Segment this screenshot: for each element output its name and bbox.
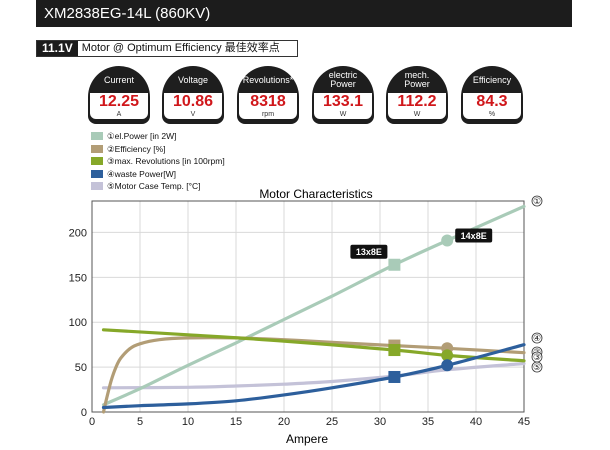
gauge-value: 12.25 [90,93,148,110]
gauge-unit: W [388,110,446,119]
gauge-label: electric Power [328,70,358,89]
y-tick-label: 150 [69,272,87,284]
legend-label: ④waste Power[W] [107,168,177,179]
y-tick-label: 200 [69,227,87,239]
highlight-marker-circle [441,234,454,247]
y-tick-label: 50 [75,362,87,374]
gauge-unit: % [463,110,521,119]
gauge-electric-power: electric Power 133.1 W [312,66,374,124]
series-end-marker [531,195,543,207]
legend-swatch [91,182,103,191]
legend-swatch [91,157,103,166]
gauge-value: 133.1 [314,93,372,110]
plot-border [91,200,525,413]
condition-description: Motor @ Optimum Efficiency 最佳效率点 [81,42,280,54]
gauge-mech-power: mech. Power 112.2 W [386,66,448,124]
x-tick-label: 25 [326,416,338,428]
gauge-value: 112.2 [388,93,446,110]
legend-swatch [91,169,103,178]
legend-item: ④waste Power[W] [91,168,225,181]
prop-label-box [350,244,388,259]
gauge-label: Current [103,75,134,85]
highlight-marker-square [388,258,401,271]
x-tick-label: 45 [518,416,530,428]
series-line [101,204,526,407]
operating-condition-bar: 11.1V Motor @ Optimum Efficiency 最佳效率点 [36,40,298,57]
prop-label: 13x8E [356,247,382,257]
highlight-marker-circle [441,359,454,372]
x-tick-label: 15 [230,416,242,428]
gauge-efficiency: Efficiency 84.3 % [461,66,523,124]
chart-legend: ①el.Power [in 2W] ②Efficiency [%] ③max. … [91,130,225,193]
x-tick-label: 30 [374,416,386,428]
model-title: XM2838EG-14L (860KV) [36,0,572,27]
gauge-value: 8318 [239,93,297,110]
gauge-voltage: Voltage 10.86 V [162,66,224,124]
legend-item: ③max. Revolutions [in 100rpm] [91,155,225,168]
series-end-marker [531,361,543,373]
series-line [101,343,526,410]
gauge-label: Voltage [177,75,209,85]
legend-label: ②Efficiency [%] [107,143,166,154]
gauge-label: mech. Power [404,70,430,89]
highlight-marker-circle [441,349,454,362]
y-tick-label: 0 [81,407,87,419]
gauge-unit: A [90,110,148,119]
x-tick-label: 5 [137,416,143,428]
legend-label: ③max. Revolutions [in 100rpm] [107,156,225,166]
series-line [101,336,526,414]
legend-swatch [91,132,103,141]
series-end-label: ⑤ [533,363,541,373]
gauge-value: 10.86 [164,93,222,110]
series-end-marker [531,332,543,344]
legend-item: ②Efficiency [%] [91,143,225,156]
legend-label: ⑤Motor Case Temp. [°C] [107,181,201,191]
chart-title: Motor Characteristics [259,187,372,201]
legend-item: ⑤Motor Case Temp. [°C] [91,180,225,193]
x-axis-label: Ampere [286,432,328,446]
voltage-label: 11.1V [37,41,78,56]
series-end-label: ③ [533,353,541,363]
gauge-unit: V [164,110,222,119]
series-end-label: ① [533,197,541,207]
x-tick-label: 35 [422,416,434,428]
gauge-current: Current 12.25 A [88,66,150,124]
series-end-label: ④ [533,334,541,344]
legend-swatch [91,144,103,153]
y-tick-label: 100 [69,317,87,329]
gauge-label: Efficiency [472,75,512,85]
prop-label-box [455,228,493,243]
highlight-marker-square [388,370,401,383]
gauge-value: 84.3 [463,93,521,110]
legend-label: ①el.Power [in 2W] [107,131,177,141]
gauge-unit: W [314,110,372,119]
x-tick-label: 0 [89,416,95,428]
highlight-marker-square [388,344,401,357]
gauge-unit: rpm [239,110,297,119]
x-tick-label: 20 [278,416,290,428]
prop-label: 14x8E [461,231,487,241]
x-tick-label: 10 [182,416,194,428]
gauge-label: Revolutions* [242,75,294,85]
legend-item: ①el.Power [in 2W] [91,130,225,143]
gauge-revolutions: Revolutions* 8318 rpm [237,66,299,124]
x-tick-label: 40 [470,416,482,428]
